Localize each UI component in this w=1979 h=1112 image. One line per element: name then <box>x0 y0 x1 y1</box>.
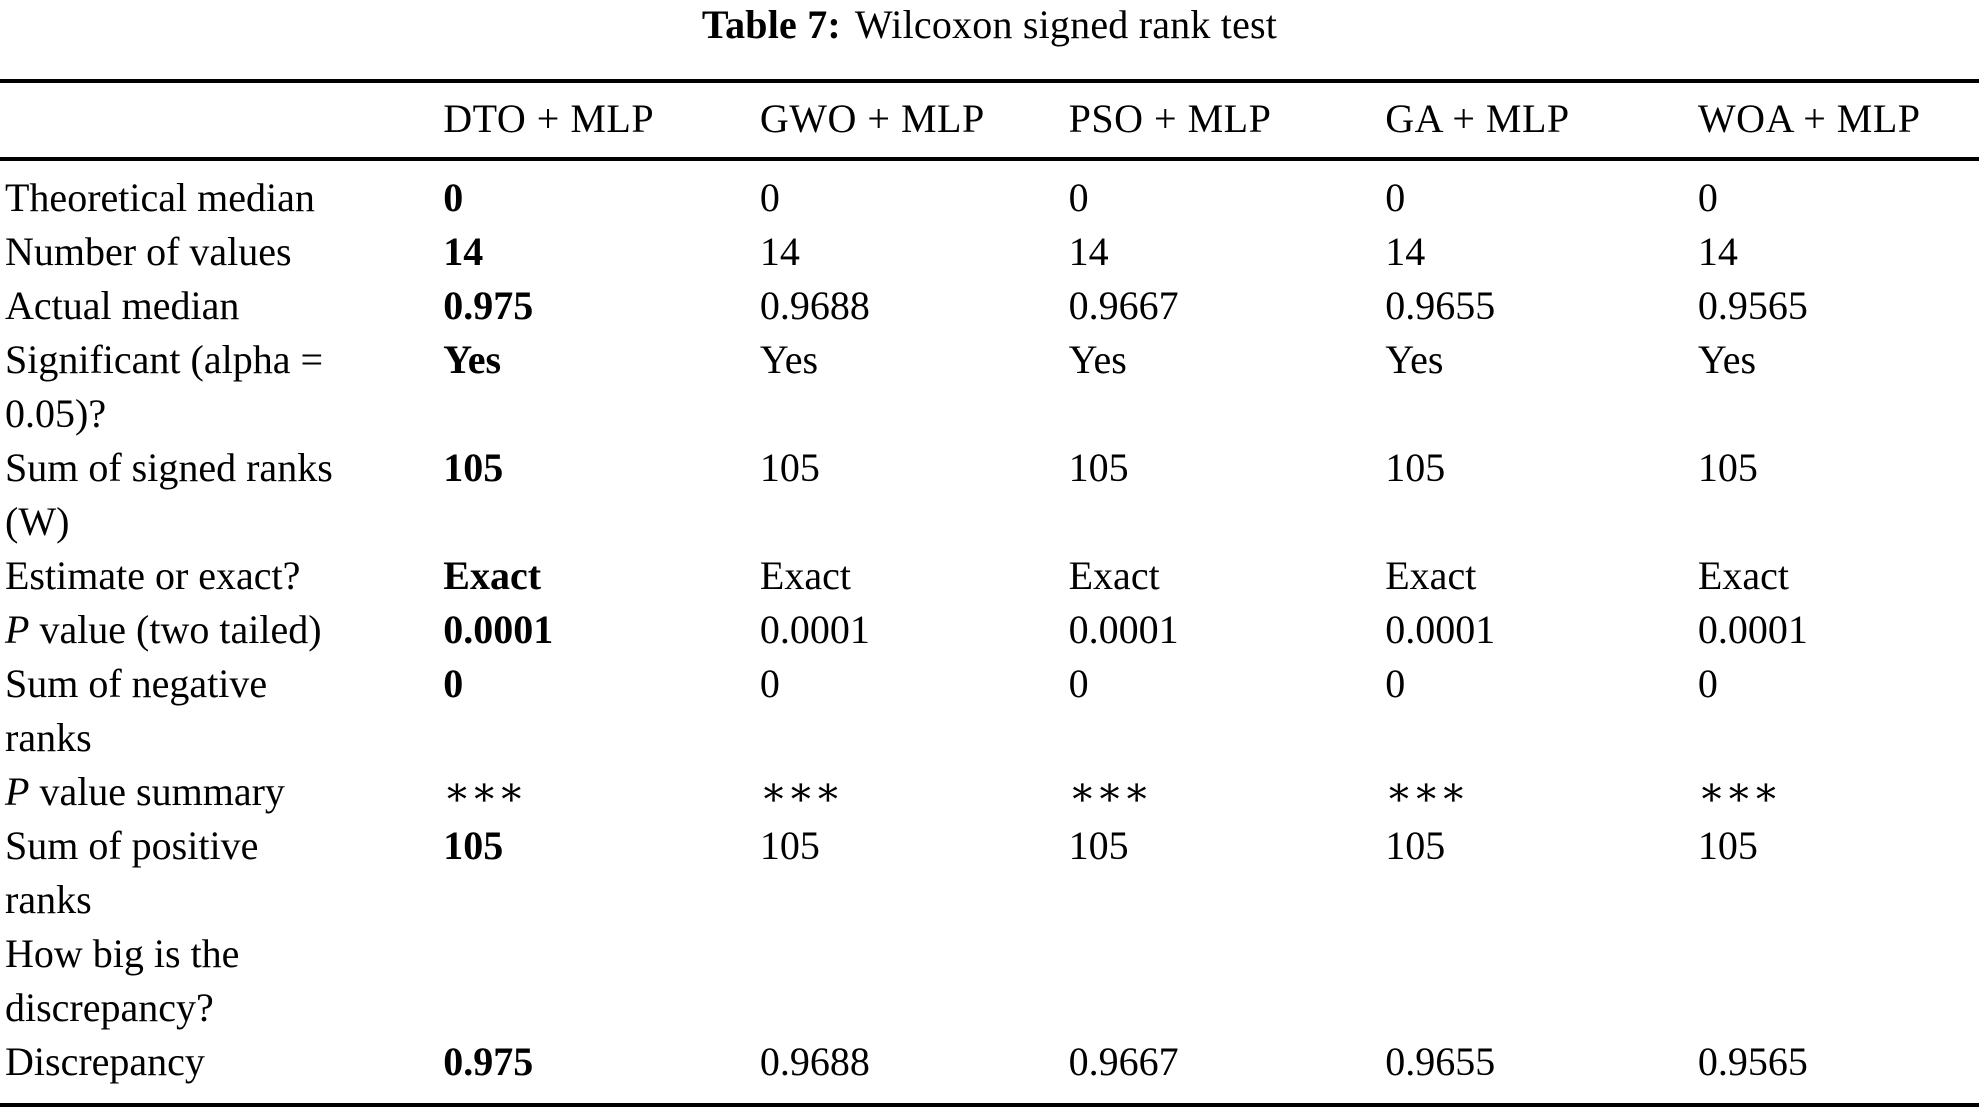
value-cell: 105 <box>1068 823 1129 868</box>
value-cell: 0.0001 <box>759 607 870 652</box>
value-cell: 0.0001 <box>443 607 554 652</box>
table-row-p-value-summary: P value summary ∗∗∗ ∗∗∗ ∗∗∗ ∗∗∗ ∗∗∗ <box>0 765 1979 819</box>
table-row-sum-signed-ranks: Sum of signed ranks (W) 105 105 105 105 … <box>0 441 1979 549</box>
value-cell: 105 <box>759 445 820 490</box>
value-cell: Yes <box>1068 337 1127 382</box>
row-label: Sum of positive ranks <box>5 823 259 922</box>
row-label: P value summary <box>5 769 285 814</box>
value-cell <box>1069 927 1386 1035</box>
value-cell: Exact <box>443 553 542 598</box>
value-cell: Exact <box>759 553 851 598</box>
table-row-estimate-or-exact: Estimate or exact? Exact Exact Exact Exa… <box>0 549 1979 603</box>
table-row-significant: Significant (alpha = 0.05)? Yes Yes Yes … <box>0 333 1979 441</box>
value-cell <box>443 927 760 1035</box>
value-cell: 0 <box>759 175 780 220</box>
value-cell: Yes <box>443 337 502 382</box>
column-header-gwo-mlp: GWO + MLP <box>759 81 1069 161</box>
value-cell: 0 <box>1068 175 1089 220</box>
value-cell: 0.0001 <box>1068 607 1179 652</box>
value-cell: 0.0001 <box>1385 607 1496 652</box>
value-cell: 0 <box>443 175 464 220</box>
value-cell: ∗∗∗ <box>1385 769 1467 814</box>
value-cell: Exact <box>1068 553 1160 598</box>
caption-title: Wilcoxon signed rank test <box>854 2 1278 47</box>
value-cell: 0 <box>759 661 780 706</box>
row-label: P value (two tailed) <box>5 607 322 652</box>
row-label: Estimate or exact? <box>5 553 301 598</box>
value-cell: 0.9688 <box>759 1039 870 1084</box>
value-cell: 14 <box>1697 229 1738 274</box>
value-cell: 105 <box>1697 445 1758 490</box>
value-cell: 0 <box>1385 661 1406 706</box>
value-cell: 0 <box>1697 661 1718 706</box>
value-cell: 0.9565 <box>1697 1039 1808 1084</box>
value-cell: 0.9688 <box>759 283 870 328</box>
row-label: Theoretical median <box>5 175 315 220</box>
value-cell: 0.9655 <box>1385 283 1496 328</box>
column-header-woa-mlp: WOA + MLP <box>1697 81 1979 161</box>
header-row: DTO + MLP GWO + MLP PSO + MLP GA + MLP W… <box>0 81 1979 161</box>
table-row-sum-positive-ranks: Sum of positive ranks 105 105 105 105 10… <box>0 819 1979 927</box>
value-cell: Yes <box>1697 337 1757 382</box>
table-row-number-of-values: Number of values 14 14 14 14 14 <box>0 225 1979 279</box>
row-label: Sum of negative ranks <box>5 661 268 760</box>
value-cell <box>1385 927 1698 1035</box>
value-cell: 14 <box>1068 229 1109 274</box>
row-label: Significant (alpha = 0.05)? <box>5 337 324 436</box>
value-cell: 0.9667 <box>1068 1039 1179 1084</box>
value-cell: 0.975 <box>443 1039 534 1084</box>
value-cell: 0.0001 <box>1697 607 1808 652</box>
header-empty-cell <box>0 81 444 161</box>
row-label: How big is the discrepancy? <box>5 931 240 1030</box>
value-cell: Yes <box>759 337 819 382</box>
value-cell: 0 <box>1385 175 1406 220</box>
value-cell: Exact <box>1697 553 1789 598</box>
value-cell: 0.975 <box>443 283 534 328</box>
value-cell: ∗∗∗ <box>443 769 525 814</box>
table-row-sum-negative-ranks: Sum of negative ranks 0 0 0 0 0 <box>0 657 1979 765</box>
table-caption: Table 7: Wilcoxon signed rank test <box>0 0 1979 48</box>
value-cell: 0 <box>1697 175 1718 220</box>
table-row-theoretical-median: Theoretical median 0 0 0 0 0 <box>0 159 1979 225</box>
row-label: Discrepancy <box>5 1039 205 1084</box>
value-cell: 0 <box>1068 661 1089 706</box>
value-cell: ∗∗∗ <box>1697 769 1780 814</box>
caption-label: Table 7: <box>701 2 841 47</box>
value-cell: 105 <box>443 823 504 868</box>
table-row-p-value-two-tailed: P value (two tailed) 0.0001 0.0001 0.000… <box>0 603 1979 657</box>
table-row-discrepancy: Discrepancy 0.975 0.9688 0.9667 0.9655 0… <box>0 1035 1979 1105</box>
value-cell: ∗∗∗ <box>1068 769 1151 814</box>
column-header-pso-mlp: PSO + MLP <box>1068 81 1386 161</box>
value-cell: 14 <box>759 229 800 274</box>
value-cell: Exact <box>1385 553 1477 598</box>
row-label: Number of values <box>5 229 292 274</box>
value-cell: 105 <box>759 823 820 868</box>
value-cell: 105 <box>1385 445 1446 490</box>
value-cell: 14 <box>1385 229 1426 274</box>
value-cell: 0.9655 <box>1385 1039 1496 1084</box>
row-label: Actual median <box>5 283 240 328</box>
value-cell: 105 <box>1697 823 1758 868</box>
value-cell: 0.9667 <box>1068 283 1179 328</box>
value-cell: 105 <box>1385 823 1446 868</box>
value-cell: 105 <box>443 445 504 490</box>
value-cell: 105 <box>1068 445 1129 490</box>
value-cell: ∗∗∗ <box>759 769 842 814</box>
value-cell <box>1698 927 1979 1035</box>
column-header-dto-mlp: DTO + MLP <box>443 81 760 161</box>
value-cell: 0 <box>443 661 464 706</box>
table-row-actual-median: Actual median 0.975 0.9688 0.9667 0.9655… <box>0 279 1979 333</box>
row-label: Sum of signed ranks (W) <box>5 445 333 544</box>
value-cell: Yes <box>1385 337 1444 382</box>
table-row-how-big-discrepancy: How big is the discrepancy? <box>0 927 1979 1035</box>
wilcoxon-table: DTO + MLP GWO + MLP PSO + MLP GA + MLP W… <box>0 79 1979 1107</box>
value-cell: 0.9565 <box>1697 283 1808 328</box>
column-header-ga-mlp: GA + MLP <box>1385 81 1698 161</box>
value-cell: 14 <box>443 229 484 274</box>
value-cell <box>760 927 1069 1035</box>
